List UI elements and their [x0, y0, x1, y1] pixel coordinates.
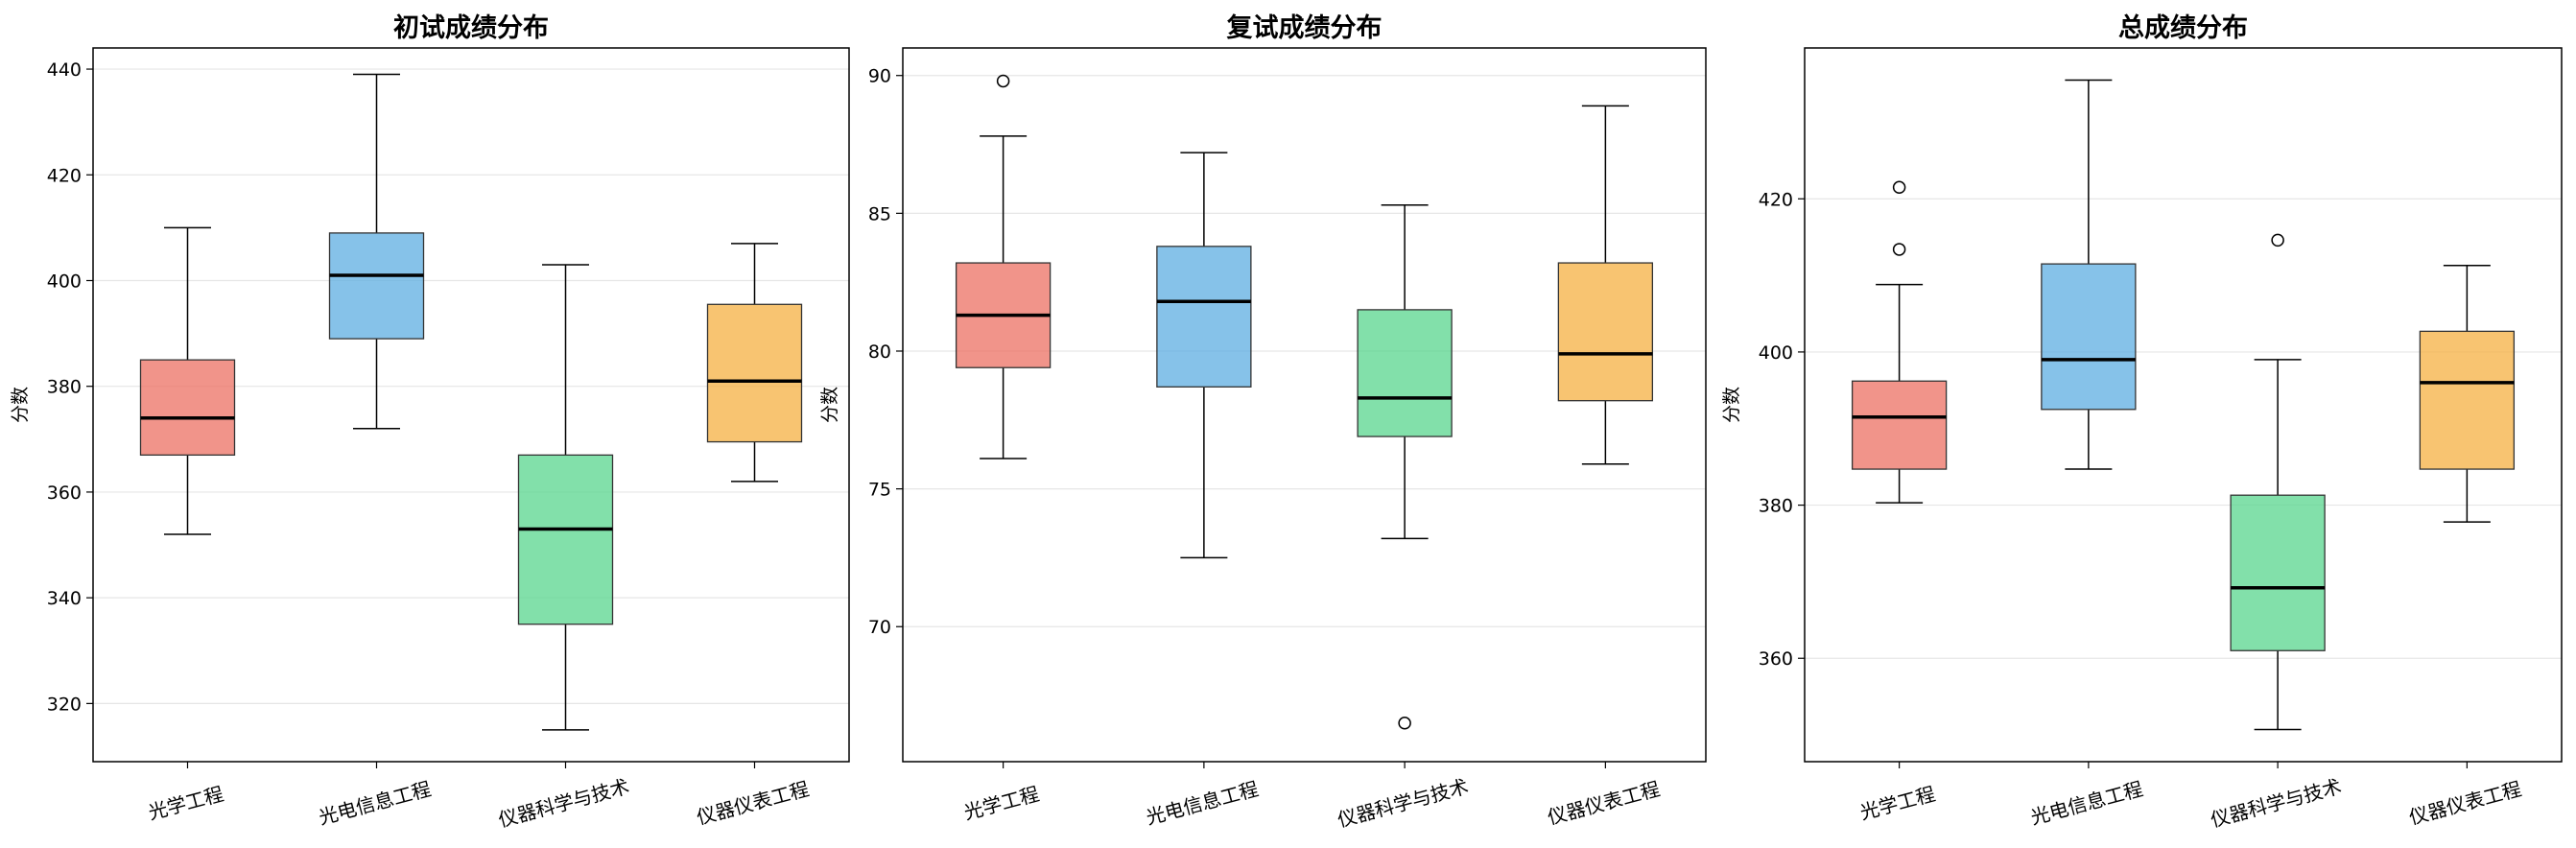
box-2: [2041, 79, 2137, 470]
box-4: [2419, 264, 2516, 523]
box-3: [1357, 203, 1453, 730]
y-tick-label: 90: [868, 66, 891, 87]
x-tick-label: 光电信息工程: [317, 777, 434, 829]
box-iqr: [1357, 309, 1453, 437]
outlier-point: [1398, 717, 1411, 730]
x-tick-label: 光学工程: [146, 782, 225, 824]
x-tick-label: 仪器仪表工程: [695, 777, 812, 829]
box-iqr: [1851, 380, 1948, 470]
x-tick-label: 仪器科学与技术: [496, 775, 631, 832]
y-axis-label: 分数: [1721, 387, 1742, 423]
chart-title: 总成绩分布: [2118, 13, 2248, 43]
box-iqr: [328, 232, 425, 340]
plot-frame: [902, 47, 1707, 763]
box-iqr: [706, 303, 803, 443]
y-tick-label: 400: [47, 271, 82, 292]
y-tick-label: 340: [47, 588, 82, 609]
y-tick-label: 85: [868, 203, 891, 224]
y-tick-label: 360: [47, 483, 82, 504]
y-tick-label: 380: [1759, 496, 1793, 517]
x-tick-label: 光电信息工程: [1144, 777, 1261, 829]
chart-panel-2: 70 75 80 85 90 光学工程 光电信息工程 仪器科学与技术 仪器仪表工程 复试成绩分布分…: [819, 13, 1707, 832]
box-iqr: [2041, 263, 2137, 411]
y-tick-label: 80: [868, 342, 891, 363]
y-tick-label: 380: [47, 377, 82, 398]
box-iqr: [2419, 330, 2516, 470]
box-iqr: [517, 454, 614, 625]
y-tick-label: 400: [1759, 342, 1793, 364]
y-tick-label: 360: [1759, 648, 1793, 670]
box-4: [1557, 105, 1654, 465]
plot-frame: [1804, 47, 2563, 763]
box-4: [706, 243, 803, 483]
x-tick-label: 光学工程: [1857, 782, 1937, 824]
box-1: [1851, 180, 1948, 504]
box-iqr: [2230, 494, 2326, 651]
box-1: [955, 74, 1052, 459]
box-iqr: [1156, 246, 1252, 388]
y-axis-label: 分数: [819, 387, 840, 423]
plot-frame: [92, 47, 850, 763]
box-3: [2230, 233, 2326, 731]
chart-title: 初试成绩分布: [393, 13, 549, 43]
outlier-point: [2271, 233, 2284, 247]
y-tick-label: 420: [47, 165, 82, 186]
box-2: [328, 73, 425, 430]
y-tick-label: 320: [47, 694, 82, 715]
x-tick-label: 光电信息工程: [2028, 777, 2145, 829]
x-tick-label: 仪器科学与技术: [1335, 775, 1471, 832]
box-iqr: [139, 359, 236, 457]
box-3: [517, 264, 614, 731]
box-iqr: [1557, 262, 1654, 402]
x-tick-label: 仪器科学与技术: [2209, 775, 2344, 832]
chart-panel-3: 360 380 400 420 光学工程 光电信息工程 仪器科学与技术 仪器仪表工程 总成绩分布…: [1721, 13, 2563, 832]
chart-title: 复试成绩分布: [1227, 13, 1383, 43]
y-tick-label: 420: [1759, 189, 1793, 210]
y-axis-label: 分数: [10, 387, 31, 423]
y-tick-label: 70: [868, 617, 891, 638]
chart-panel-1: 320 340 360 380 400 420 440 光学工程 光电信息工程 仪器科学与技术 仪器…: [10, 13, 850, 832]
y-tick-label: 75: [868, 480, 891, 501]
box-2: [1156, 152, 1252, 559]
y-tick-label: 440: [47, 59, 82, 81]
outlier-point: [996, 74, 1010, 88]
x-tick-label: 仪器仪表工程: [1546, 777, 1663, 829]
outlier-point: [1892, 243, 1906, 256]
outlier-point: [1892, 180, 1906, 195]
x-tick-label: 光学工程: [961, 782, 1041, 824]
x-tick-label: 仪器仪表工程: [2407, 777, 2524, 829]
box-1: [139, 226, 236, 535]
